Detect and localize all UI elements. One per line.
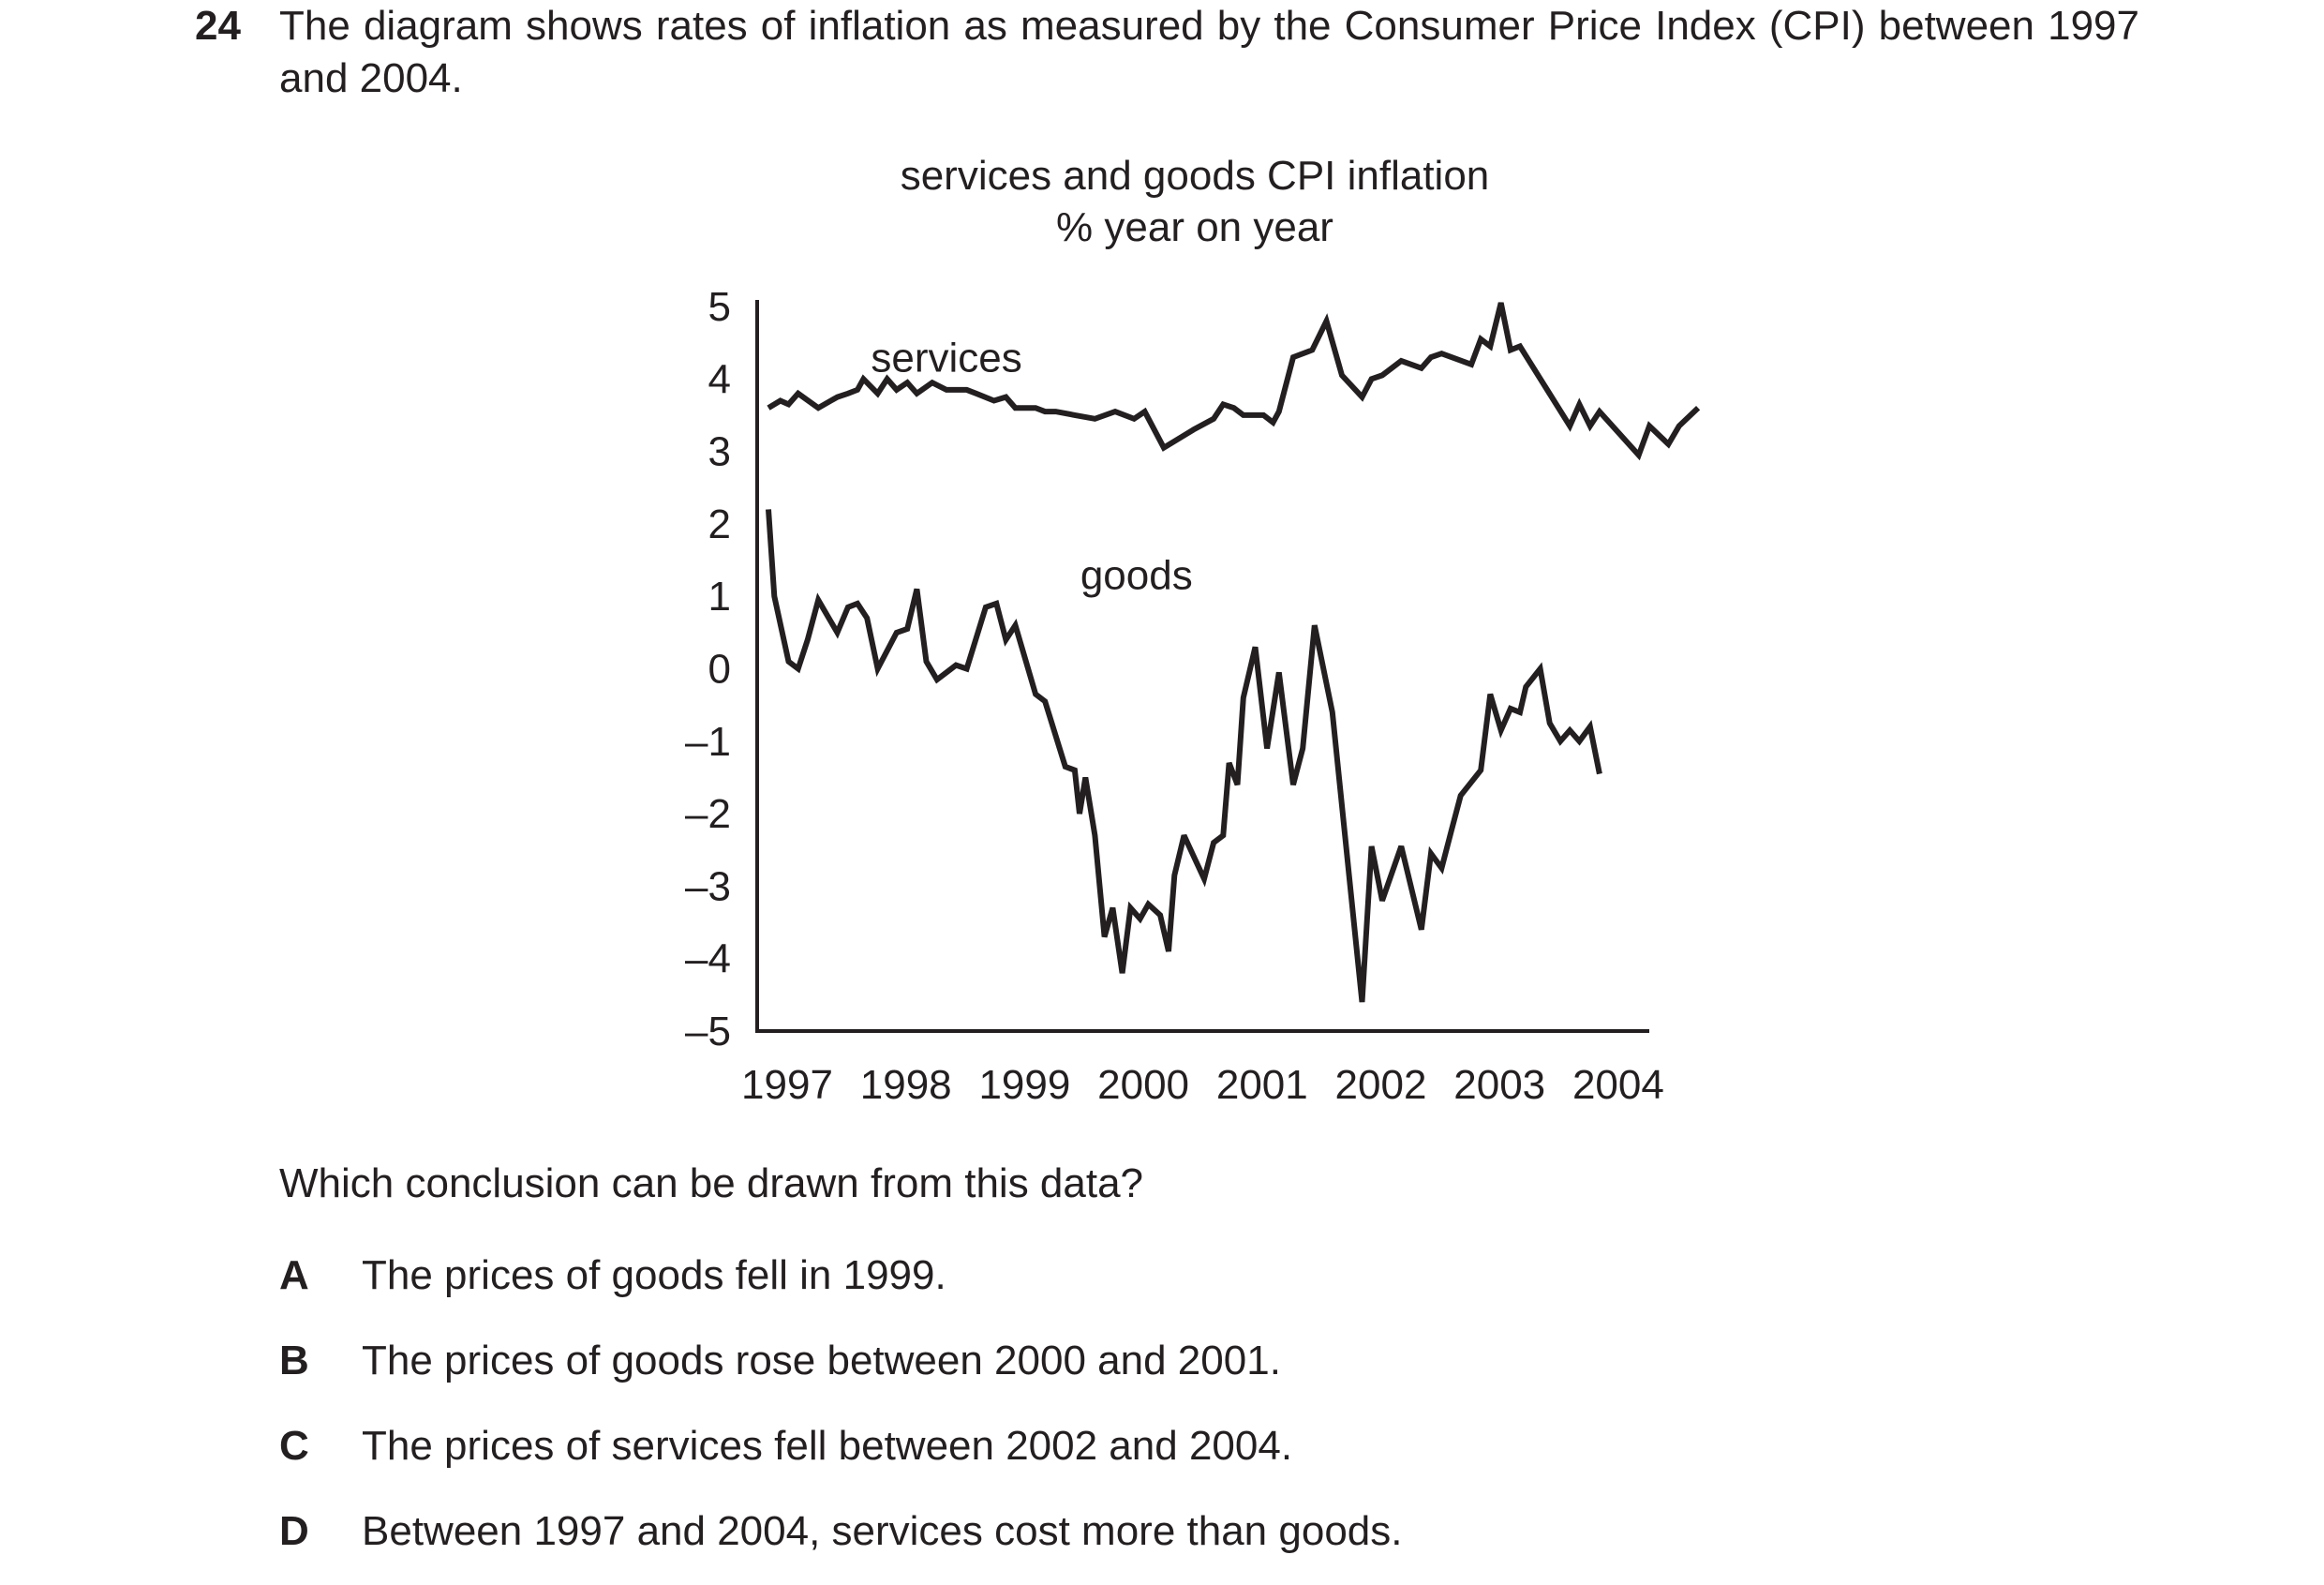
y-tick-label: 0 — [708, 647, 731, 693]
x-tick-label: 2002 — [1335, 1062, 1427, 1108]
option-text: Between 1997 and 2004, services cost mor… — [362, 1508, 1403, 1554]
y-tick-label: –4 — [685, 936, 731, 982]
chart-axes — [755, 300, 1649, 1033]
question-number: 24 — [195, 3, 241, 49]
option-b[interactable]: B The prices of goods rose between 2000 … — [279, 1335, 2060, 1387]
y-tick-label: 3 — [708, 429, 731, 475]
chart-title: services and goods CPI inflation — [900, 153, 1490, 199]
question-prompt: Which conclusion can be drawn from this … — [279, 1160, 1144, 1206]
y-tick-label: –5 — [685, 1009, 731, 1054]
x-tick-label: 1998 — [860, 1062, 952, 1108]
y-tick-label: –3 — [685, 863, 731, 909]
x-tick-label: 2000 — [1097, 1062, 1189, 1108]
y-tick-label: 5 — [708, 284, 731, 330]
x-tick-label: 2003 — [1453, 1062, 1545, 1108]
x-tick-label: 1999 — [978, 1062, 1070, 1108]
question-stem: The diagram shows rates of inflation as … — [279, 3, 2139, 101]
x-tick-label: 2001 — [1216, 1062, 1308, 1108]
y-tick-label: 4 — [708, 356, 731, 402]
series-label-services: services — [871, 336, 1021, 381]
chart-subtitle: % year on year — [1056, 204, 1333, 250]
series-line-goods — [766, 509, 1602, 1003]
option-d[interactable]: D Between 1997 and 2004, services cost m… — [279, 1505, 2060, 1558]
option-letter: B — [279, 1338, 309, 1383]
y-tick-label: –2 — [685, 791, 731, 837]
option-text: The prices of services fell between 2002… — [362, 1423, 1293, 1469]
option-text: The prices of goods rose between 2000 an… — [362, 1338, 1281, 1383]
series-label-goods: goods — [1080, 552, 1193, 598]
option-text: The prices of goods fell in 1999. — [362, 1252, 946, 1298]
series-line-services — [767, 302, 1701, 461]
option-letter: C — [279, 1423, 309, 1469]
option-c[interactable]: C The prices of services fell between 20… — [279, 1420, 2060, 1473]
option-letter: D — [279, 1508, 309, 1554]
option-a[interactable]: A The prices of goods fell in 1999. — [279, 1249, 2060, 1302]
x-tick-label: 1997 — [741, 1062, 833, 1108]
y-tick-label: –1 — [685, 719, 731, 765]
y-tick-label: 2 — [708, 501, 731, 547]
x-tick-label: 2004 — [1572, 1062, 1664, 1108]
y-tick-label: 1 — [708, 574, 731, 620]
chart-series: services goods — [766, 302, 1701, 1003]
option-letter: A — [279, 1252, 309, 1298]
